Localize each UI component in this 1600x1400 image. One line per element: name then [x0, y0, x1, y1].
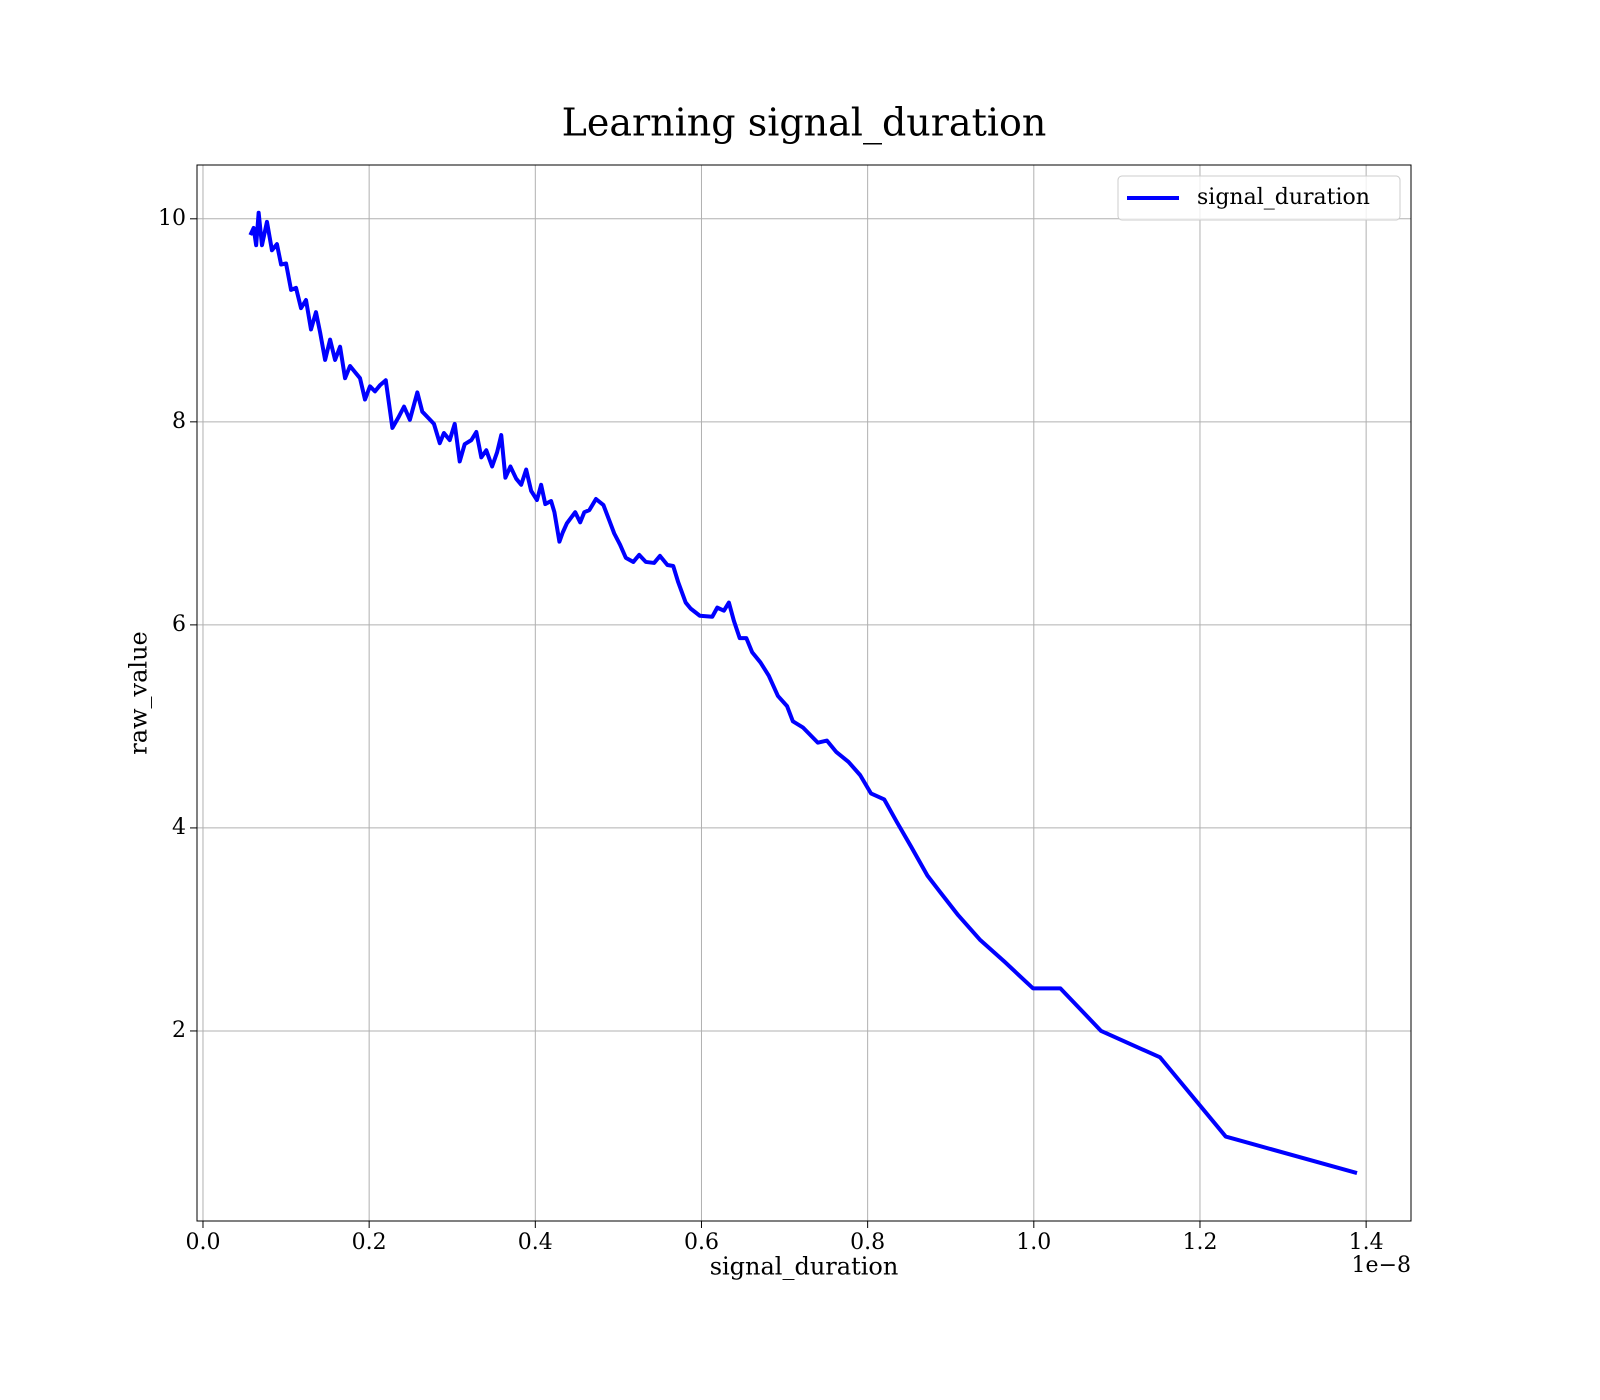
- plot-frame: [196, 164, 1412, 1222]
- y-tick-label: 8: [172, 409, 186, 434]
- x-tick-label: 0.6: [684, 1230, 719, 1255]
- y-tick-label: 6: [172, 612, 186, 637]
- x-tick-label: 1.2: [1182, 1230, 1217, 1255]
- y-tick-label: 10: [158, 206, 186, 231]
- x-tick-label: 1.4: [1349, 1230, 1384, 1255]
- x-tick-label: 0.0: [185, 1230, 220, 1255]
- chart-title: Learning signal_duration: [562, 101, 1047, 146]
- x-tick-label: 0.2: [352, 1230, 387, 1255]
- y-axis-label: raw_value: [125, 631, 153, 755]
- x-tick-label: 0.8: [850, 1230, 885, 1255]
- y-tick-label: 2: [172, 1018, 186, 1043]
- legend-label: signal_duration: [1197, 185, 1370, 210]
- x-tick-label: 0.4: [518, 1230, 553, 1255]
- x-tick-label: 1.0: [1016, 1230, 1051, 1255]
- legend-box: [1117, 175, 1401, 221]
- x-axis-label: signal_duration: [710, 1253, 899, 1281]
- x-offset-label: 1e−8: [1352, 1253, 1411, 1278]
- data-line: [248, 210, 1358, 1176]
- y-tick-label: 4: [172, 815, 186, 840]
